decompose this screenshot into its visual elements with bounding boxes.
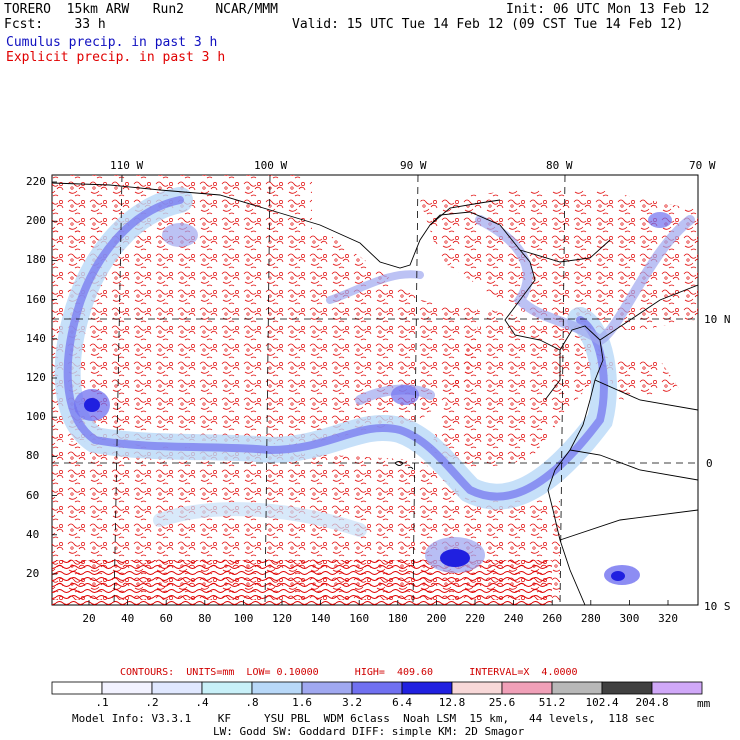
cumulus-storm-cells [74,212,672,585]
lat-label: 0 [706,457,713,470]
x-tick-label: 60 [159,612,173,625]
y-tick-label: 220 [26,175,46,188]
x-tick-label: 240 [503,612,524,625]
explicit-legend-title: Explicit precip. in past 3 h [6,50,226,65]
x-tick-label: 160 [349,612,370,625]
y-tick-label: 140 [26,331,46,345]
valid-time: Valid: 15 UTC Tue 14 Feb 12 (09 CST Tue … [292,17,684,32]
y-tick-label: 100 [26,410,46,424]
x-tick-label: 120 [272,612,292,625]
lon-label: 100 W [254,159,288,172]
colorbar-tick-label: 25.6 [488,696,516,709]
colorbar-swatch [451,681,503,695]
axis-ticks [52,181,669,605]
x-tick-label: 100 [233,612,254,625]
colorbar-tick-label: 51.2 [538,696,566,709]
y-tick-label: 200 [26,214,46,228]
colorbar-tick-label: 102.4 [585,696,619,709]
x-tick-label: 280 [580,612,601,625]
colorbar-tick-label: 12.8 [438,696,466,709]
model-physics: LW: Godd SW: Goddard DIFF: simple KM: 2D… [213,725,525,738]
lon-label: 110 W [110,159,144,172]
colorbar-tick-label: .4 [195,696,209,709]
y-tick-label: 40 [26,527,40,541]
cumulus-legend-title: Cumulus precip. in past 3 h [6,35,218,50]
run-title: TORERO 15km ARW Run2 NCAR/MMM [4,2,278,17]
colorbar-tick-label: .8 [245,696,259,709]
x-tick-label: 140 [310,612,331,625]
y-tick-label: 180 [26,253,46,267]
colorbar-swatch [501,681,553,695]
lon-label: 80 W [546,159,573,172]
x-tick-label: 20 [82,612,96,625]
colorbar-swatch [401,681,453,695]
colorbar-swatch [301,681,353,695]
model-info: Model Info: V3.3.1 KF YSU PBL WDM 6class… [72,712,655,725]
init-time: Init: 06 UTC Mon 13 Feb 12 [506,2,710,17]
colorbar [51,681,703,695]
x-tick-label: 260 [542,612,563,625]
lon-label: 90 W [400,159,427,172]
colorbar-tick-label: 1.6 [292,696,312,709]
colorbar-swatch [651,681,703,695]
colorbar-swatch [601,681,653,695]
x-tick-label: 320 [658,612,678,625]
colorbar-swatch [151,681,203,695]
x-tick-label: 300 [619,612,640,625]
colorbar-tick-label: 3.2 [342,696,362,709]
y-tick-label: 120 [26,371,46,384]
x-tick-label: 80 [198,612,212,625]
colorbar-swatch [351,681,403,695]
y-tick-label: 80 [26,449,40,463]
x-tick-label: 40 [121,612,135,625]
colorbar-unit: mm [697,697,711,710]
cumulus-precip-field [54,187,695,537]
forecast-hour: Fcst: 33 h [4,17,106,32]
lat-label: 10 N [704,313,731,326]
x-tick-label: 220 [465,612,485,625]
colorbar-swatch [251,681,303,695]
colorbar-swatch [201,681,253,695]
y-tick-label: 160 [26,292,46,306]
lat-label: 10 S [704,600,731,613]
colorbar-swatch [551,681,603,695]
contours-info: CONTOURS: UNITS=mm LOW= 0.10000 HIGH= 40… [120,667,578,678]
coastlines [52,182,698,605]
y-tick-label: 20 [26,567,40,580]
colorbar-swatch [51,681,103,695]
y-tick-label: 60 [26,488,40,502]
colorbar-tick-label: .2 [145,696,159,709]
lon-label: 70 W [689,159,716,172]
colorbar-tick-label: 204.8 [635,696,669,709]
x-tick-label: 200 [426,612,447,625]
colorbar-swatch [101,681,153,695]
x-tick-label: 180 [387,612,408,625]
colorbar-tick-label: 6.4 [392,696,412,709]
colorbar-tick-label: .1 [95,696,109,709]
